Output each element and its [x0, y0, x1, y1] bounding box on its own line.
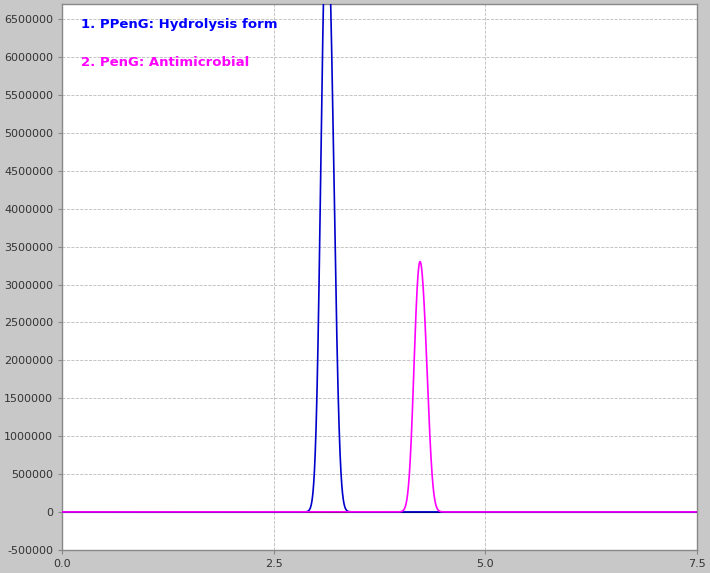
Text: 1. PPenG: Hydrolysis form: 1. PPenG: Hydrolysis form: [82, 18, 278, 31]
Text: 2. PenG: Antimicrobial: 2. PenG: Antimicrobial: [82, 56, 250, 69]
